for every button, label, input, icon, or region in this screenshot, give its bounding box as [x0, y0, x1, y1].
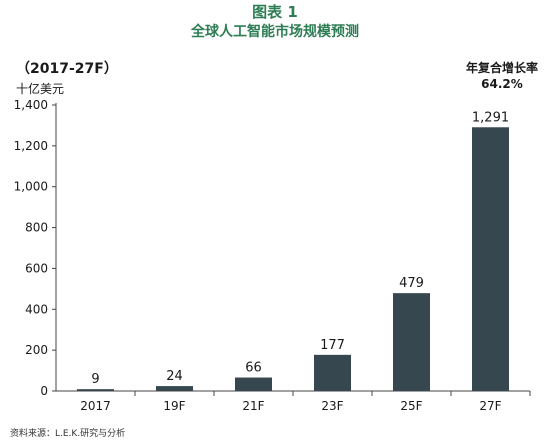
bar-value-label: 66: [245, 361, 262, 376]
bar: [472, 127, 509, 391]
bar: [77, 389, 114, 391]
source-note: 资料来源：L.E.K.研究与分析: [10, 429, 126, 439]
y-tick-label: 1,400: [14, 98, 48, 112]
chart-title-block: 图表 1 全球人工智能市场规模预测: [0, 2, 550, 42]
bar-value-label: 177: [320, 338, 345, 353]
bar: [156, 386, 193, 391]
x-tick-label: 19F: [163, 399, 185, 413]
x-tick-label: 21F: [242, 399, 264, 413]
y-tick-label: 1,200: [14, 139, 48, 153]
bar: [393, 293, 430, 391]
x-tick-label: 27F: [479, 399, 501, 413]
period-label: （2017-27F）: [16, 61, 118, 77]
y-tick-label: 800: [25, 221, 48, 235]
bar-value-label: 1,291: [472, 110, 509, 125]
y-tick-label: 600: [25, 261, 48, 275]
cagr-annotation: 年复合增长率 64.2%: [466, 60, 538, 92]
x-tick-label: 23F: [321, 399, 343, 413]
cagr-value: 64.2%: [481, 77, 523, 91]
y-tick-label: 400: [25, 302, 48, 316]
bar-value-label: 24: [166, 369, 183, 384]
bar-value-label: 479: [399, 276, 424, 291]
y-tick-label: 1,000: [14, 180, 48, 194]
unit-label: 十亿美元: [16, 82, 65, 96]
bar-value-label: 9: [91, 372, 99, 387]
cagr-label: 年复合增长率: [465, 61, 538, 75]
x-tick-label: 2017: [80, 399, 111, 413]
bar: [235, 377, 272, 391]
figure-number: 图表 1: [252, 3, 298, 21]
y-tick-label: 200: [25, 343, 48, 357]
y-tick-label: 0: [40, 384, 48, 398]
x-tick-label: 25F: [400, 399, 422, 413]
chart-title: 全球人工智能市场规模预测: [191, 24, 359, 40]
bar: [314, 354, 351, 391]
